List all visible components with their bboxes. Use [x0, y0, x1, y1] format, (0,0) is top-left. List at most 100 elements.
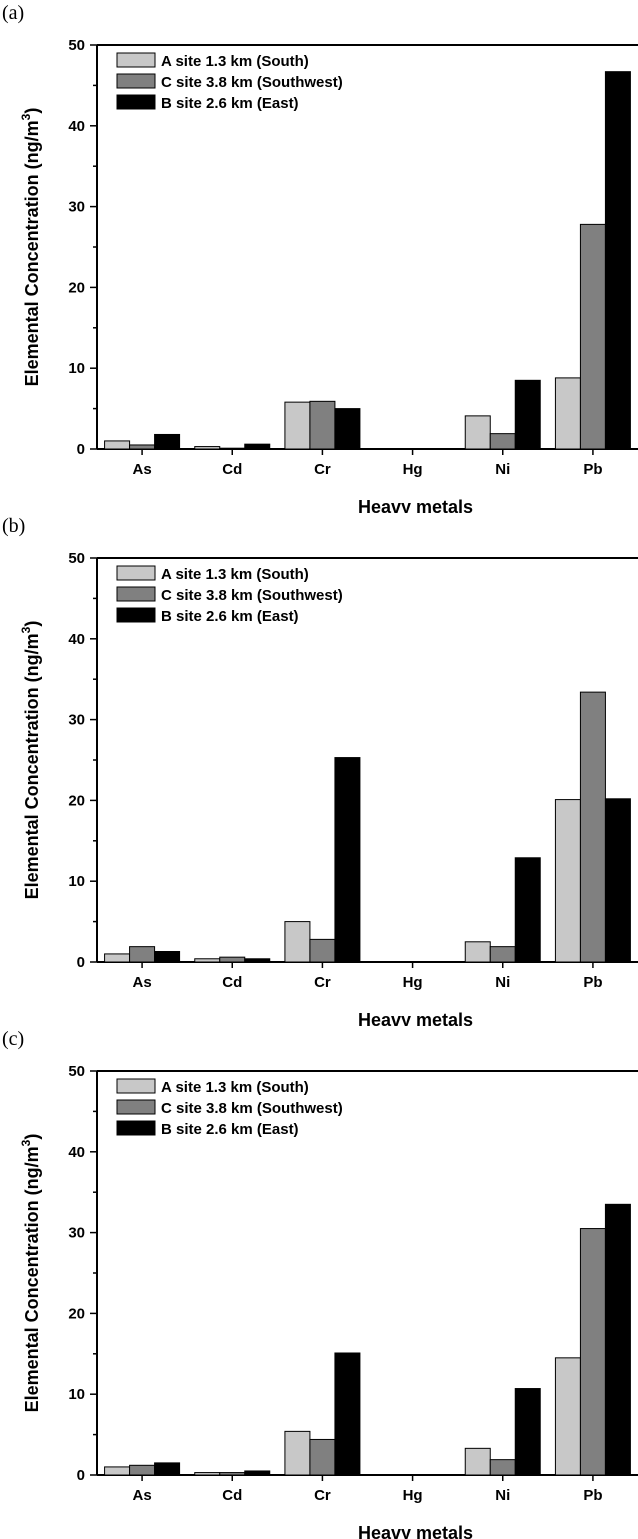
- bar: [579, 1228, 606, 1476]
- bar: [604, 1203, 631, 1476]
- bar: [219, 447, 246, 450]
- chart-panel: 0 10 20 30 40 50 As Cd Cr Hg Ni Pb Heavy metals Eleme…: [0, 1026, 638, 1539]
- legend-swatch: [116, 1078, 156, 1094]
- legend-swatch: [116, 586, 156, 602]
- bar: [554, 1357, 581, 1476]
- bar: [489, 946, 516, 963]
- legend-label: A site 1.3 km (South): [161, 1079, 309, 1096]
- y-tick-label: 20: [68, 1305, 85, 1322]
- bar: [104, 1466, 131, 1476]
- legend-swatch: [116, 607, 156, 623]
- legend-label: C site 3.8 km (Southwest): [161, 74, 343, 91]
- bar: [554, 799, 581, 963]
- bar: [309, 400, 336, 450]
- y-tick-label: 0: [77, 441, 85, 458]
- y-tick-label: 0: [77, 1467, 85, 1484]
- y-tick-label: 50: [68, 1063, 85, 1080]
- legend-label: A site 1.3 km (South): [161, 53, 309, 70]
- y-tick-label: 20: [68, 792, 85, 809]
- bar: [514, 379, 541, 450]
- bar: [154, 1462, 181, 1476]
- bar: [284, 1430, 311, 1476]
- x-axis-title: Heavy metals: [358, 1010, 473, 1026]
- y-tick-label: 10: [68, 360, 85, 377]
- bar-chart: 0 10 20 30 40 50 As Cd Cr Hg Ni Pb Heavy metals Eleme…: [19, 550, 638, 1026]
- x-tick-label: Pb: [583, 461, 602, 478]
- bar: [334, 408, 361, 450]
- bar: [129, 946, 156, 963]
- y-axis-title: Elemental Concentration (ng/m3): [19, 1134, 42, 1413]
- x-tick-label: As: [132, 1487, 151, 1504]
- bar: [334, 1352, 361, 1476]
- x-tick-label: Hg: [403, 974, 423, 991]
- bar: [104, 953, 131, 963]
- x-axis-title: Heavy metals: [358, 497, 473, 513]
- y-axis-title: Elemental Concentration (ng/m3): [19, 108, 42, 387]
- x-tick-label: Cd: [222, 1487, 242, 1504]
- y-tick-label: 10: [68, 1386, 85, 1403]
- x-tick-label: Ni: [495, 461, 510, 478]
- bar: [309, 1438, 336, 1476]
- bar: [219, 956, 246, 963]
- x-tick-label: As: [132, 974, 151, 991]
- y-tick-label: 40: [68, 118, 85, 135]
- y-tick-label: 10: [68, 873, 85, 890]
- y-tick-label: 50: [68, 37, 85, 54]
- bar: [579, 223, 606, 450]
- legend-label: A site 1.3 km (South): [161, 566, 309, 583]
- bar: [194, 446, 221, 450]
- bar: [514, 1388, 541, 1476]
- bar: [604, 71, 631, 450]
- legend-label: C site 3.8 km (Southwest): [161, 1100, 343, 1117]
- chart-panel: 0 10 20 30 40 50 As Cd Cr Hg Ni Pb Heavy metals Eleme…: [0, 513, 638, 1026]
- bar: [129, 1464, 156, 1476]
- bar: [554, 377, 581, 450]
- bar: [194, 1472, 221, 1476]
- x-axis-title: Heavy metals: [358, 1523, 473, 1539]
- legend-swatch: [116, 565, 156, 581]
- x-tick-label: Hg: [403, 461, 423, 478]
- bar: [334, 757, 361, 963]
- legend-label: C site 3.8 km (Southwest): [161, 587, 343, 604]
- bar: [154, 433, 181, 450]
- bar-chart: 0 10 20 30 40 50 As Cd Cr Hg Ni Pb Heavy metals Eleme…: [19, 1063, 638, 1539]
- bar: [284, 921, 311, 963]
- bar: [489, 1459, 516, 1476]
- bar: [194, 958, 221, 963]
- legend-swatch: [116, 1120, 156, 1136]
- x-tick-label: Ni: [495, 974, 510, 991]
- bar: [464, 1447, 491, 1476]
- bar: [514, 857, 541, 963]
- bar: [464, 941, 491, 963]
- panel-label: (b): [2, 515, 26, 537]
- y-tick-label: 0: [77, 954, 85, 971]
- legend-label: B site 2.6 km (East): [161, 1121, 299, 1138]
- bar: [104, 440, 131, 450]
- y-tick-label: 20: [68, 279, 85, 296]
- panel-label: (c): [2, 1028, 25, 1050]
- x-tick-label: Cd: [222, 974, 242, 991]
- x-tick-label: Cd: [222, 461, 242, 478]
- legend-label: B site 2.6 km (East): [161, 608, 299, 625]
- bar-chart: 0 10 20 30 40 50 As Cd Cr Hg Ni Pb Heavy metals Eleme…: [19, 37, 638, 513]
- y-tick-label: 40: [68, 631, 85, 648]
- x-tick-label: As: [132, 461, 151, 478]
- bar: [604, 798, 631, 963]
- bar: [284, 401, 311, 450]
- x-tick-label: Cr: [314, 461, 331, 478]
- panel-label: (a): [2, 2, 25, 24]
- x-tick-label: Ni: [495, 1487, 510, 1504]
- y-tick-label: 30: [68, 712, 85, 729]
- bar: [244, 958, 271, 963]
- y-tick-label: 50: [68, 550, 85, 567]
- x-tick-label: Cr: [314, 1487, 331, 1504]
- y-tick-label: 30: [68, 1225, 85, 1242]
- y-tick-label: 30: [68, 199, 85, 216]
- legend-swatch: [116, 1099, 156, 1115]
- chart-panel: 0 10 20 30 40 50 As Cd Cr Hg Ni Pb Heavy metals Eleme…: [0, 0, 638, 513]
- legend-swatch: [116, 52, 156, 68]
- y-axis-title: Elemental Concentration (ng/m3): [19, 621, 42, 900]
- bar: [244, 443, 271, 450]
- bar: [219, 1472, 246, 1476]
- bar: [154, 950, 181, 963]
